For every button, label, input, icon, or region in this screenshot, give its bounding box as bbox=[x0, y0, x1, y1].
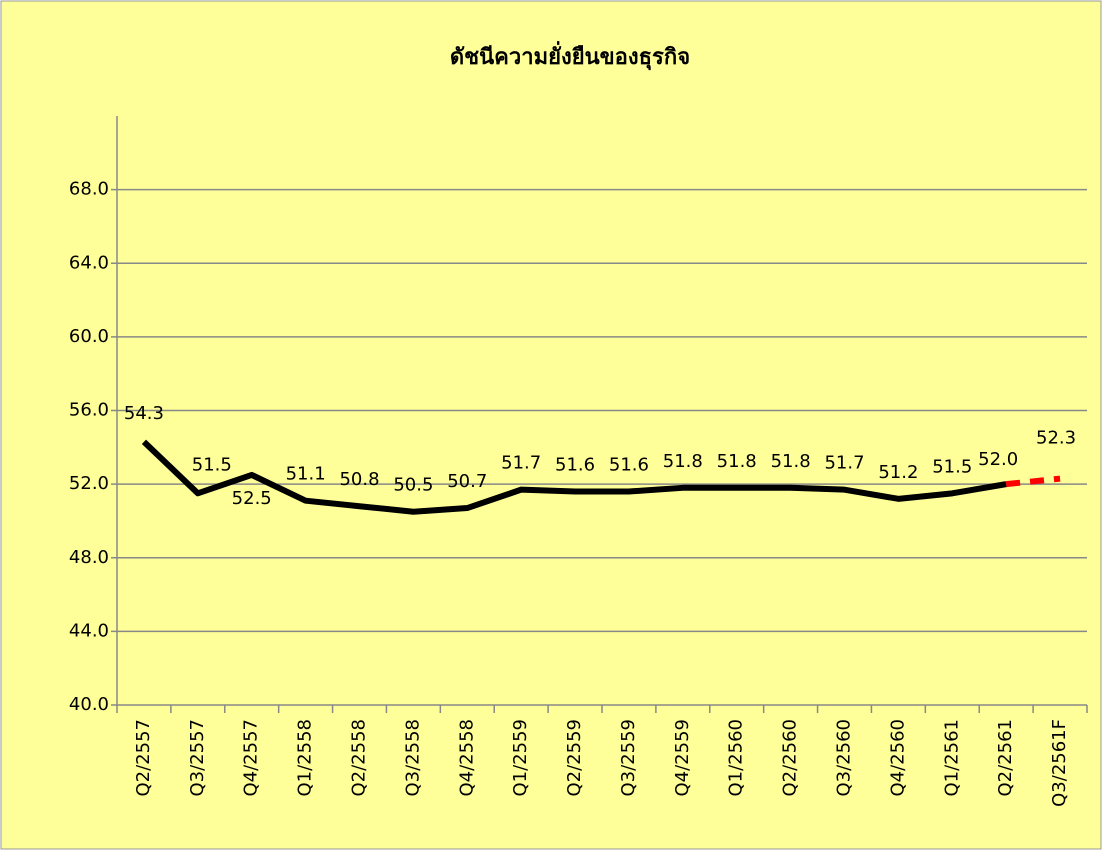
data-label: 54.3 bbox=[124, 403, 164, 424]
data-label: 50.8 bbox=[339, 469, 379, 490]
x-tick-label: Q2/2558 bbox=[349, 719, 370, 797]
data-label: 51.7 bbox=[501, 453, 541, 474]
y-tick-label: 52.0 bbox=[69, 473, 109, 494]
x-tick-label: Q3/2558 bbox=[402, 719, 423, 797]
data-label: 51.8 bbox=[771, 451, 811, 472]
x-tick-label: Q4/2558 bbox=[456, 719, 477, 797]
data-label: 50.5 bbox=[393, 475, 433, 496]
data-label: 51.6 bbox=[609, 454, 649, 475]
data-label: 51.6 bbox=[555, 454, 595, 475]
x-tick-label: Q2/2561 bbox=[995, 719, 1016, 797]
x-tick-label: Q4/2557 bbox=[241, 719, 262, 797]
data-label: 51.5 bbox=[932, 456, 972, 477]
data-label: 51.2 bbox=[878, 462, 918, 483]
data-label: 50.7 bbox=[447, 471, 487, 492]
x-tick-label: Q3/2559 bbox=[618, 719, 639, 797]
x-tick-label: Q3/2561F bbox=[1049, 719, 1070, 807]
line-series bbox=[141, 439, 1007, 515]
data-label: 51.5 bbox=[192, 454, 232, 475]
data-label: 52.0 bbox=[978, 449, 1018, 470]
y-tick-label: 48.0 bbox=[69, 547, 109, 568]
x-tick-label: Q2/2559 bbox=[564, 719, 585, 797]
y-tick-label: 64.0 bbox=[69, 252, 109, 273]
data-label: 51.8 bbox=[717, 451, 757, 472]
x-tick-label: Q2/2557 bbox=[133, 719, 154, 797]
x-tick-label: Q1/2558 bbox=[295, 719, 316, 797]
y-tick-label: 40.0 bbox=[69, 694, 109, 715]
y-tick-label: 44.0 bbox=[69, 620, 109, 641]
x-tick-label: Q4/2560 bbox=[887, 719, 908, 797]
chart-title: ดัชนีความยั่งยืนของธุรกิจ bbox=[450, 40, 690, 71]
x-tick-label: Q3/2560 bbox=[834, 719, 855, 797]
line-series bbox=[1005, 475, 1061, 488]
x-tick-label: Q3/2557 bbox=[187, 719, 208, 797]
x-tick-label: Q4/2559 bbox=[672, 719, 693, 797]
data-label: 51.1 bbox=[286, 464, 326, 485]
data-label: 51.7 bbox=[824, 453, 864, 474]
data-label: 51.8 bbox=[663, 451, 703, 472]
data-label: 52.3 bbox=[1036, 428, 1076, 449]
y-tick-label: 60.0 bbox=[69, 326, 109, 347]
data-label: 52.5 bbox=[232, 488, 272, 509]
y-tick-label: 68.0 bbox=[69, 179, 109, 200]
x-tick-label: Q2/2560 bbox=[780, 719, 801, 797]
x-tick-label: Q1/2559 bbox=[510, 719, 531, 797]
x-tick-label: Q1/2561 bbox=[941, 719, 962, 797]
x-tick-label: Q1/2560 bbox=[726, 719, 747, 797]
y-tick-label: 56.0 bbox=[69, 400, 109, 421]
